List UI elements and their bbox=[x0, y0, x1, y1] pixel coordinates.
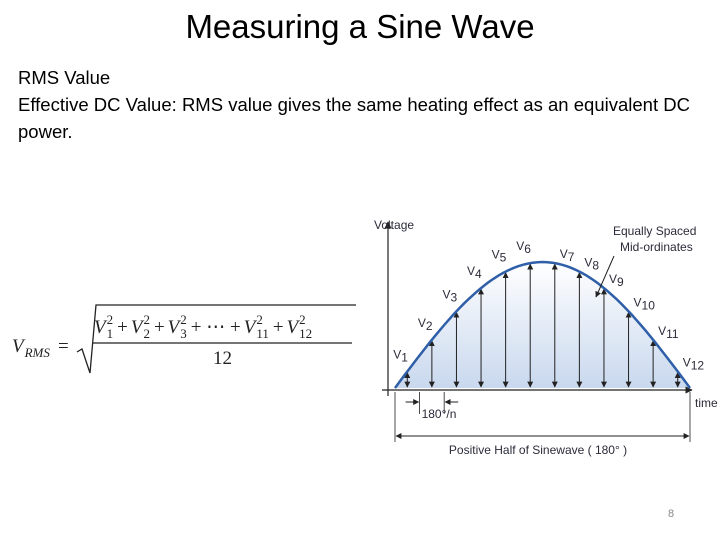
ordinate-label-sub: 10 bbox=[642, 298, 656, 312]
formula-term-sup: 2 bbox=[180, 312, 187, 327]
formula-term-base: V bbox=[131, 317, 145, 338]
y-axis-label: Voltage bbox=[374, 218, 414, 232]
annotation-line: Equally Spaced bbox=[613, 224, 696, 238]
radical bbox=[76, 304, 356, 374]
annotation-line: Mid-ordinates bbox=[620, 240, 693, 254]
formula-term-base: V bbox=[94, 317, 108, 338]
ordinate-label-sub: 3 bbox=[450, 290, 457, 304]
ordinate-label-sub: 2 bbox=[426, 319, 433, 333]
ordinate-label-sub: 1 bbox=[401, 351, 408, 365]
ordinate-label-sub: 8 bbox=[592, 259, 599, 273]
ordinate-label-base: V bbox=[658, 324, 666, 338]
ordinate-label-base: V bbox=[516, 239, 524, 253]
formula-term-base: V bbox=[244, 317, 258, 338]
annotation-arrow bbox=[595, 255, 615, 298]
ordinate-label-base: V bbox=[442, 287, 450, 301]
ordinate-label-sub: 5 bbox=[500, 251, 507, 265]
ordinate-label-sub: 12 bbox=[691, 359, 705, 373]
formula-operator: + bbox=[117, 317, 128, 338]
curve-area bbox=[395, 262, 690, 388]
span-label: Positive Half of Sinewave ( 180° ) bbox=[449, 443, 627, 457]
body-text: Effective DC Value: RMS value gives the … bbox=[18, 94, 690, 142]
ordinate-label-sub: 9 bbox=[617, 275, 624, 289]
formula-lhs-sub: RMS bbox=[24, 345, 51, 360]
body-heading: RMS Value bbox=[18, 67, 111, 88]
ordinate-label-base: V bbox=[393, 348, 401, 362]
formula-term-sub: 11 bbox=[256, 326, 269, 341]
formula-operator: + bbox=[154, 317, 165, 338]
formula-term-sub: 3 bbox=[180, 326, 187, 341]
ordinate-label-base: V bbox=[609, 272, 617, 286]
ordinate-label-sub: 4 bbox=[475, 267, 482, 281]
ordinate-label-base: V bbox=[492, 248, 500, 262]
formula-term-sub: 12 bbox=[299, 326, 312, 341]
ordinate-label-base: V bbox=[634, 295, 642, 309]
formula-equals: = bbox=[58, 336, 69, 357]
formula-term-base: V bbox=[168, 317, 182, 338]
formula-denominator: 12 bbox=[213, 348, 232, 369]
ordinate-label-base: V bbox=[560, 247, 568, 261]
formula-term-sup: 2 bbox=[107, 312, 114, 327]
step-label: 180°/n bbox=[422, 407, 457, 421]
formula-operator: + ⋯ + bbox=[191, 317, 241, 338]
formula-term-base: V bbox=[287, 317, 301, 338]
formula-term-sub: 1 bbox=[107, 326, 114, 341]
sine-curve bbox=[393, 260, 692, 389]
formula-operator: + bbox=[273, 317, 284, 338]
ordinate-label-base: V bbox=[418, 316, 426, 330]
ordinate-label-sub: 6 bbox=[524, 242, 531, 256]
page-number: 8 bbox=[668, 508, 675, 520]
formula-term-sup: 2 bbox=[256, 312, 263, 327]
ordinate-label-base: V bbox=[683, 356, 691, 370]
ordinate-label-sub: 11 bbox=[666, 327, 679, 341]
formula-term-sup: 2 bbox=[143, 312, 150, 327]
formula-lhs-base: V bbox=[12, 336, 26, 357]
x-axis-label: time bbox=[695, 396, 718, 410]
slide-title: Measuring a Sine Wave bbox=[185, 8, 535, 45]
ordinate-label-base: V bbox=[584, 256, 592, 270]
body: RMS Value Effective DC Value: RMS value … bbox=[18, 64, 690, 145]
ordinate-label-base: V bbox=[467, 264, 475, 278]
formula-term-sup: 2 bbox=[299, 312, 306, 327]
formula-term-sub: 2 bbox=[143, 326, 150, 341]
ordinate-label-sub: 7 bbox=[568, 250, 575, 264]
